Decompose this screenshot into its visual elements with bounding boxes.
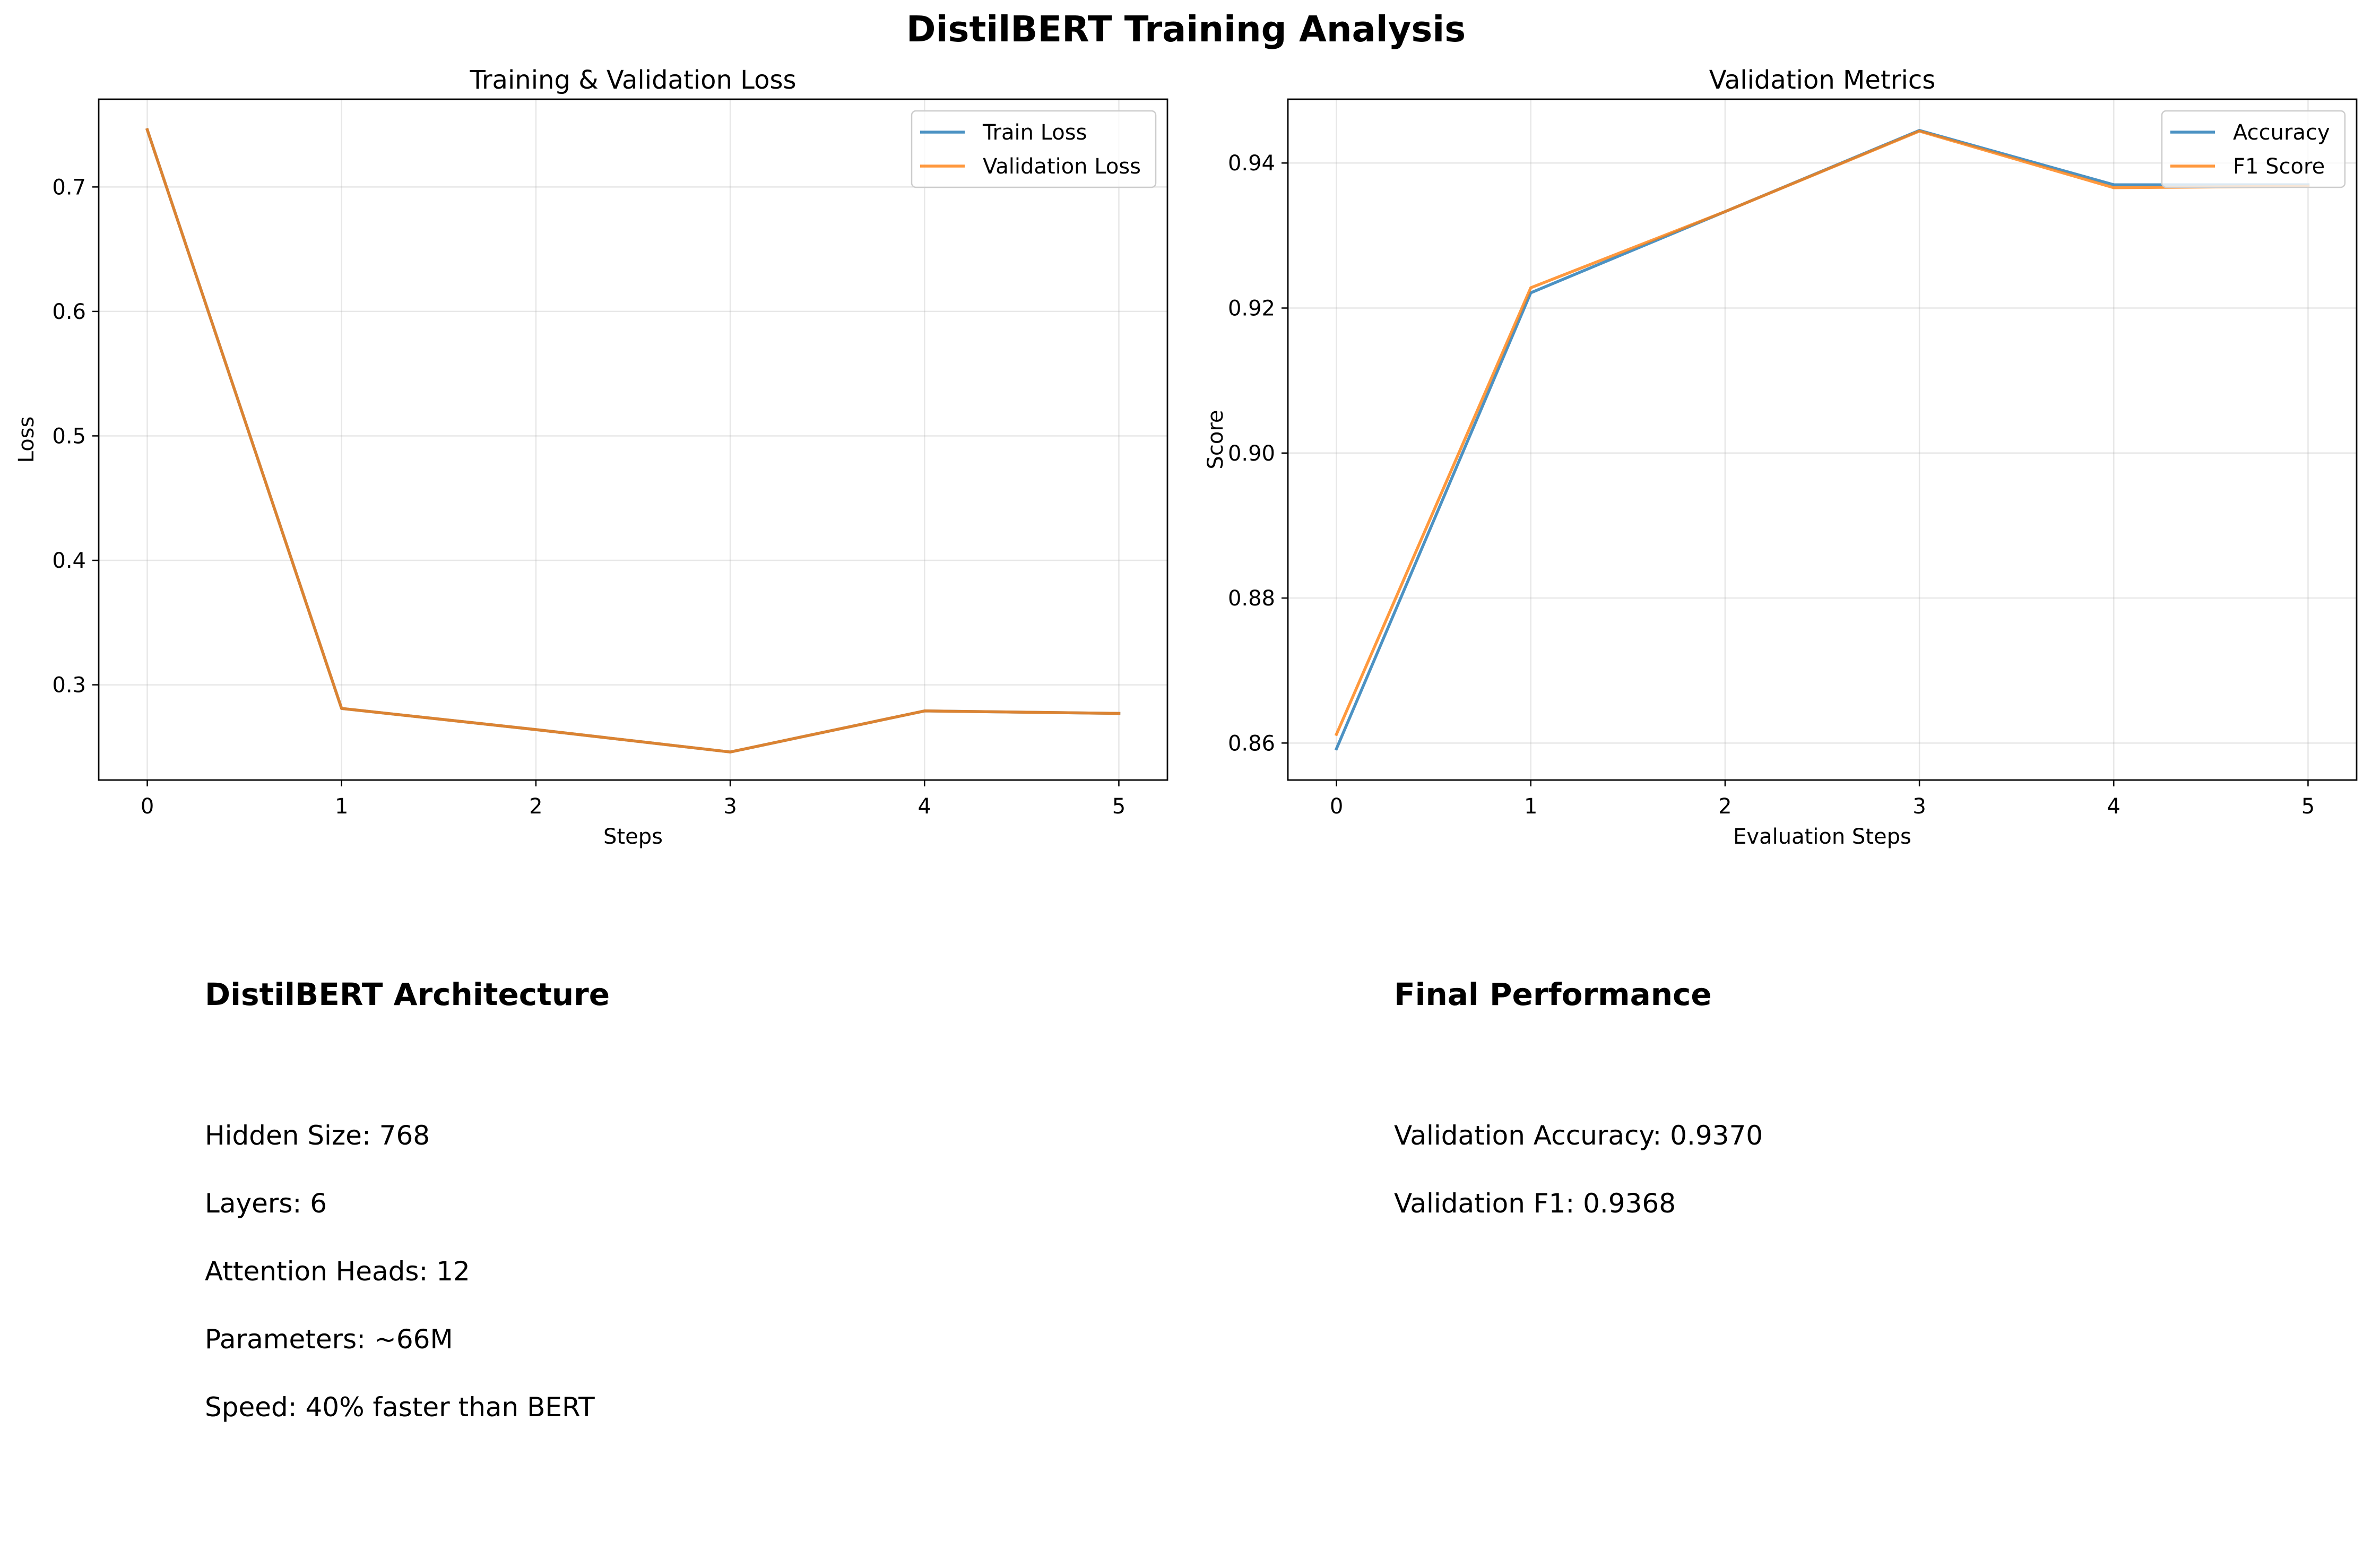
y-tick-label: 0.3 xyxy=(52,673,86,698)
legend: Accuracy F1 Score xyxy=(2161,110,2346,188)
architecture-panel: DistilBERT Architecture Hidden Size: 768… xyxy=(205,979,1160,1457)
y-tick-label: 0.94 xyxy=(1228,151,1275,176)
y-tick-label: 0.5 xyxy=(52,424,86,448)
chart-title: Validation Metrics xyxy=(1709,65,1936,95)
architecture-line: Layers: 6 xyxy=(205,1188,327,1219)
performance-title: Final Performance xyxy=(1394,976,1712,1012)
architecture-line: Hidden Size: 768 xyxy=(205,1120,430,1151)
legend-frame xyxy=(2161,110,2346,188)
x-tick-label: 4 xyxy=(918,794,931,819)
axes-frame xyxy=(98,98,1168,781)
loss-chart: 0 1 2 3 4 5 0.3 0.4 0.5 0.6 0.7 Training & Validati… xyxy=(14,65,1168,849)
x-tick-label: 2 xyxy=(1718,794,1732,819)
series-line xyxy=(145,128,1121,753)
series-line xyxy=(145,128,1121,753)
legend-label: Train Loss xyxy=(982,120,1087,145)
series-line xyxy=(1334,129,2310,737)
architecture-line: Attention Heads: 12 xyxy=(205,1256,470,1287)
x-tick-label: 1 xyxy=(1524,794,1537,819)
figure-title: DistilBERT Training Analysis xyxy=(906,8,1466,50)
legend-label: Accuracy xyxy=(2233,120,2330,145)
legend-label: F1 Score xyxy=(2233,154,2325,179)
x-axis-label: Evaluation Steps xyxy=(1733,825,1911,849)
y-axis-label: Score xyxy=(1204,410,1228,469)
architecture-line: Speed: 40% faster than BERT xyxy=(205,1392,595,1423)
legend-frame xyxy=(911,110,1157,188)
y-tick-label: 0.7 xyxy=(52,175,86,200)
x-tick-label: 4 xyxy=(2107,794,2120,819)
x-tick-label: 3 xyxy=(1912,794,1926,819)
y-tick-label: 0.86 xyxy=(1228,731,1275,756)
x-tick-label: 3 xyxy=(723,794,737,819)
architecture-title: DistilBERT Architecture xyxy=(205,976,610,1012)
x-tick-label: 0 xyxy=(141,794,154,819)
y-tick-label: 0.90 xyxy=(1228,441,1275,466)
x-tick-label: 5 xyxy=(2301,794,2315,819)
y-tick-label: 0.88 xyxy=(1228,586,1275,611)
y-axis-label: Loss xyxy=(14,417,39,463)
x-axis-label: Steps xyxy=(603,825,663,849)
y-tick-label: 0.4 xyxy=(52,549,86,573)
x-tick-label: 0 xyxy=(1330,794,1343,819)
axes-frame xyxy=(1287,98,2358,781)
y-tick-label: 0.92 xyxy=(1228,297,1275,321)
x-tick-label: 1 xyxy=(335,794,348,819)
x-tick-label: 5 xyxy=(1112,794,1126,819)
metrics-chart: 0 1 2 3 4 5 0.86 0.88 0.90 0.92 0.94 Validation Met… xyxy=(1204,65,2358,849)
legend-label: Validation Loss xyxy=(983,154,1141,179)
series-line xyxy=(1334,129,2310,751)
chart-title: Training & Validation Loss xyxy=(470,65,797,95)
y-tick-label: 0.6 xyxy=(52,300,86,324)
x-tick-label: 2 xyxy=(529,794,542,819)
performance-line: Validation F1: 0.9368 xyxy=(1394,1188,1676,1219)
architecture-line: Parameters: ~66M xyxy=(205,1324,453,1355)
performance-panel: Final Performance Validation Accuracy: 0… xyxy=(1394,979,2296,1244)
performance-line: Validation Accuracy: 0.9370 xyxy=(1394,1120,1763,1151)
legend: Train Loss Validation Loss xyxy=(911,110,1157,188)
